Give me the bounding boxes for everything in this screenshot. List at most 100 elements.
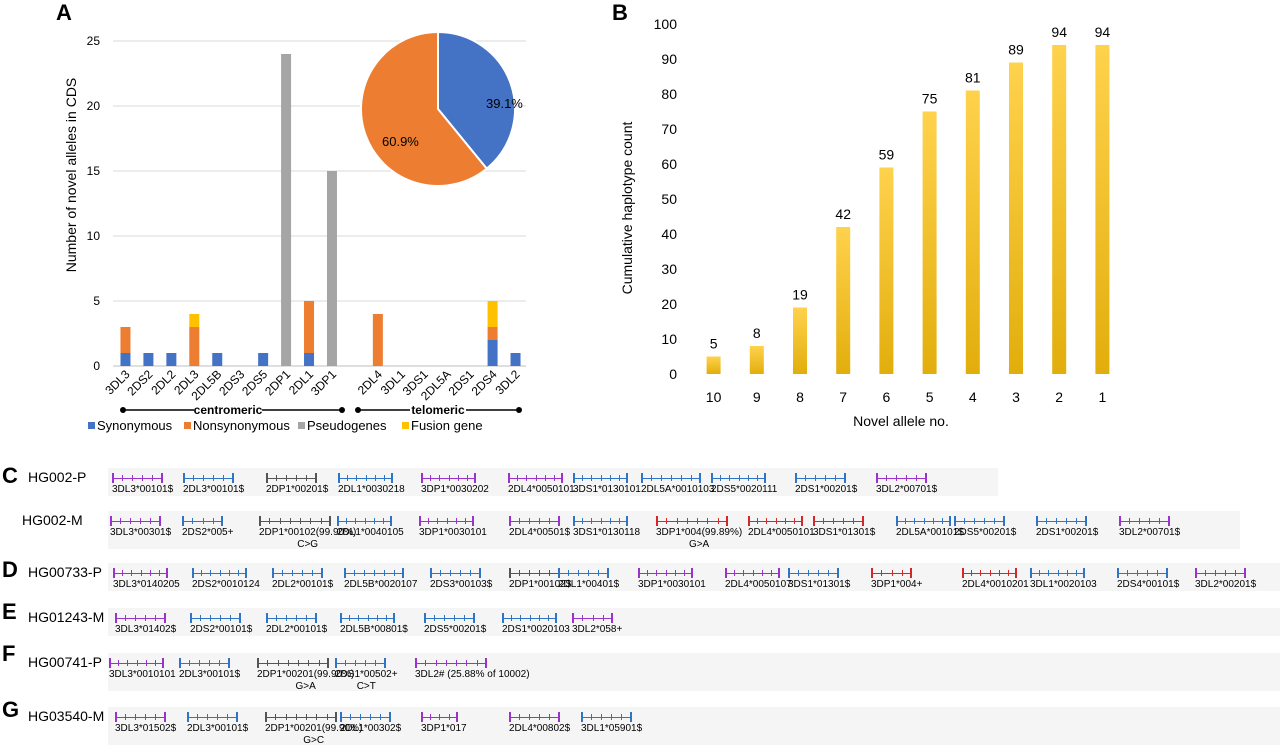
- chart-b-x-axis-label: Novel allele no.: [853, 413, 949, 429]
- chart-a-x-tick: 2DS4: [469, 367, 500, 398]
- gene-structure-icon: [1036, 516, 1087, 526]
- gene-structure-icon: [113, 568, 169, 578]
- chart-b-bar: [706, 356, 721, 374]
- gene-annotation: 2DP1*00201(99.90%) G>C: [265, 712, 362, 746]
- gene-annotation: 2DL2*00101$: [272, 568, 333, 590]
- haplotype-name: HG00733-P: [28, 564, 102, 580]
- gene-structure-icon: [573, 473, 629, 483]
- gene-allele-label: 3DP1*004(99.89%): [656, 527, 743, 538]
- chart-b-bar: [836, 227, 851, 374]
- chart-a-bar-nonsynonymous: [189, 327, 200, 366]
- chart-b-x-tick: 6: [883, 389, 891, 405]
- chart-b-y-tick: 60: [661, 156, 677, 172]
- chart-b-bar: [1095, 45, 1110, 374]
- gene-structure-icon: [257, 658, 329, 668]
- chart-b-data-label: 19: [792, 287, 808, 303]
- chart-b-bar: [922, 111, 937, 374]
- gene-structure-icon: [954, 516, 1005, 526]
- gene-structure-icon: [876, 473, 927, 483]
- chart-a-bar-nonsynonymous: [120, 327, 131, 353]
- pie-slice-label: 39.1%: [486, 96, 523, 111]
- gene-annotation: 2DL1*0040105: [337, 516, 404, 538]
- chart-a-x-tick: 2DP1: [262, 367, 293, 398]
- gene-allele-label: 2DL4*0050101: [748, 527, 815, 538]
- gene-structure-icon: [573, 516, 629, 526]
- gene-allele-label: 3DP1*017: [421, 723, 467, 734]
- gene-structure-icon: [344, 568, 404, 578]
- gene-allele-label: 3DL3*00101$: [112, 484, 174, 495]
- gene-structure-icon: [502, 613, 558, 623]
- gene-annotation: 2DP1*00102(99.90%) C>G: [259, 516, 356, 550]
- gene-allele-label: 2DS5*00201$: [954, 527, 1017, 538]
- chart-b-y-tick: 100: [654, 16, 678, 32]
- chart-b-data-label: 81: [965, 70, 981, 86]
- chart-a-x-tick: 3DL2: [492, 367, 522, 397]
- gene-allele-label: 3DL3*0140205: [113, 579, 180, 590]
- gene-annotation: 3DL3*00101$: [112, 473, 173, 495]
- chart-a-x-tick: 2DS3: [216, 367, 247, 398]
- gene-allele-label: 2DL1*0030218: [338, 484, 405, 495]
- gene-annotation: 2DL1*00302$: [340, 712, 401, 734]
- gene-annotation: 2DL5B*00801$: [340, 613, 408, 635]
- gene-allele-label: 2DS2*0010124: [192, 579, 260, 590]
- chart-a-bar-synonymous: [510, 353, 521, 366]
- gene-allele-label: 3DS1*0130101: [573, 484, 641, 495]
- gene-structure-icon: [183, 473, 234, 483]
- gene-structure-icon: [711, 473, 767, 483]
- chart-b-bar: [1009, 62, 1023, 374]
- gene-allele-label: 2DL3*00101$: [183, 484, 245, 495]
- gene-mutation-label: G>A: [295, 681, 316, 692]
- pie-slice: [437, 30, 516, 171]
- chart-b-y-tick: 80: [661, 86, 677, 102]
- gene-structure-icon: [788, 568, 839, 578]
- gene-allele-label: 2DL3*00101$: [179, 669, 241, 680]
- gene-annotation: 2DS5*0020111: [711, 473, 777, 495]
- gene-annotation: 3DL3*01502$: [115, 712, 176, 734]
- gene-allele-label: 3DL2*058+: [572, 624, 623, 635]
- legend-swatch-synonymous: [88, 422, 95, 429]
- telomeric-label: telomeric: [411, 403, 465, 417]
- gene-allele-label: 2DP1*00102(99.90%): [259, 527, 357, 538]
- gene-structure-icon: [795, 473, 846, 483]
- gene-annotation: 3DL3*00301$: [110, 516, 171, 538]
- gene-structure-icon: [558, 568, 609, 578]
- gene-annotation: 3DL2*00701$: [1119, 516, 1180, 538]
- centromeric-group-marker: centromeric: [120, 403, 345, 417]
- gene-structure-icon: [656, 516, 728, 526]
- gene-allele-label: 3DL3*00301$: [110, 527, 172, 538]
- chart-b-y-tick: 20: [661, 296, 677, 312]
- gene-allele-label: 2DS5*0020111: [711, 484, 778, 495]
- haplotype-name: HG002-P: [28, 469, 87, 485]
- gene-structure-icon: [725, 568, 781, 578]
- gene-allele-label: 2DL1*00401$: [558, 579, 620, 590]
- gene-structure-icon: [338, 473, 394, 483]
- gene-annotation: 3DP1*0030101: [638, 568, 706, 590]
- chart-b-bar: [1052, 45, 1067, 374]
- chart-a-x-tick: 2DL2: [148, 367, 178, 397]
- gene-mutation-label: G>A: [688, 539, 710, 550]
- gene-structure-icon: [748, 516, 804, 526]
- gene-annotation: 2DL1*00401$: [558, 568, 619, 590]
- chart-a-bar-nonsynonymous: [487, 327, 498, 340]
- chart-b-data-label: 42: [835, 206, 851, 222]
- gene-annotation: 2DS5*00201$: [424, 613, 486, 635]
- gene-structure-icon: [421, 473, 477, 483]
- chart-b-x-tick: 5: [926, 389, 934, 405]
- legend-swatch-fusion: [402, 422, 409, 429]
- gene-annotation: 2DL4*0050107: [725, 568, 792, 590]
- gene-allele-label: 2DL5B*00801$: [340, 624, 408, 635]
- gene-annotation: 3DL2*00201$: [1195, 568, 1256, 590]
- gene-structure-icon: [509, 516, 560, 526]
- gene-allele-label: 2DL4*00802$: [509, 723, 571, 734]
- chart-b-y-tick: 50: [661, 191, 677, 207]
- gene-annotation: 2DS2*005+: [182, 516, 233, 538]
- haplotype-band: [108, 653, 1280, 691]
- gene-structure-icon: [266, 473, 317, 483]
- chart-a-x-tick: 3DP1: [308, 367, 339, 398]
- panel-letter-e: E: [2, 599, 17, 624]
- chart-b-bar: [965, 90, 980, 374]
- haplotype-band: [108, 511, 1240, 549]
- gene-annotation: 3DS1*01301$: [813, 516, 875, 538]
- gene-annotation: 2DS1*0020103: [502, 613, 570, 635]
